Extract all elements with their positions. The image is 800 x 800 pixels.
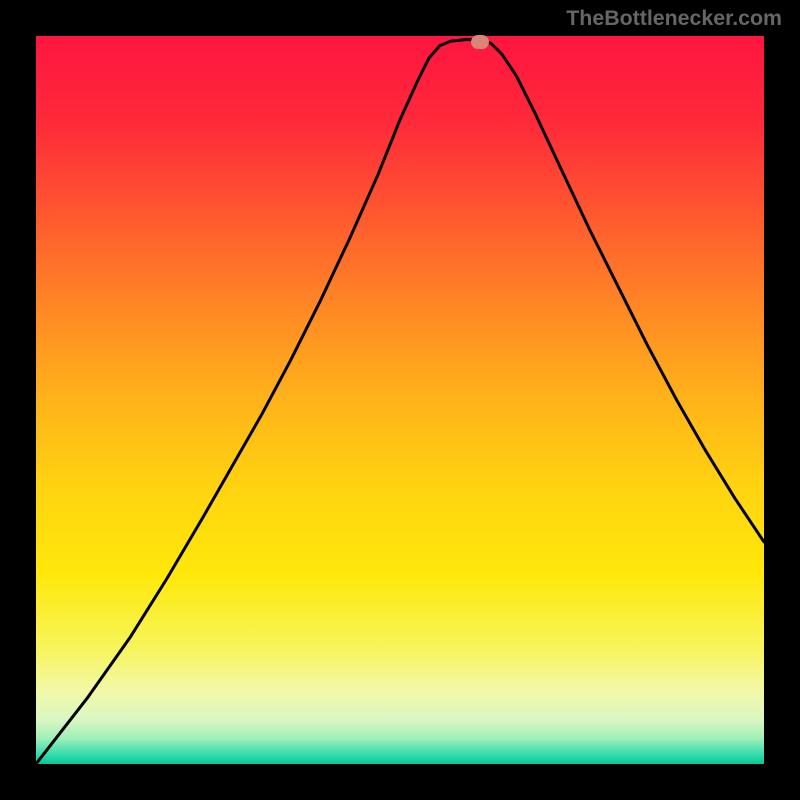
chart-container: TheBottlenecker.com — [0, 0, 800, 800]
optimal-point-marker — [471, 35, 489, 49]
watermark-text: TheBottlenecker.com — [566, 6, 782, 31]
bottleneck-curve — [36, 36, 764, 764]
plot-area — [36, 36, 764, 764]
